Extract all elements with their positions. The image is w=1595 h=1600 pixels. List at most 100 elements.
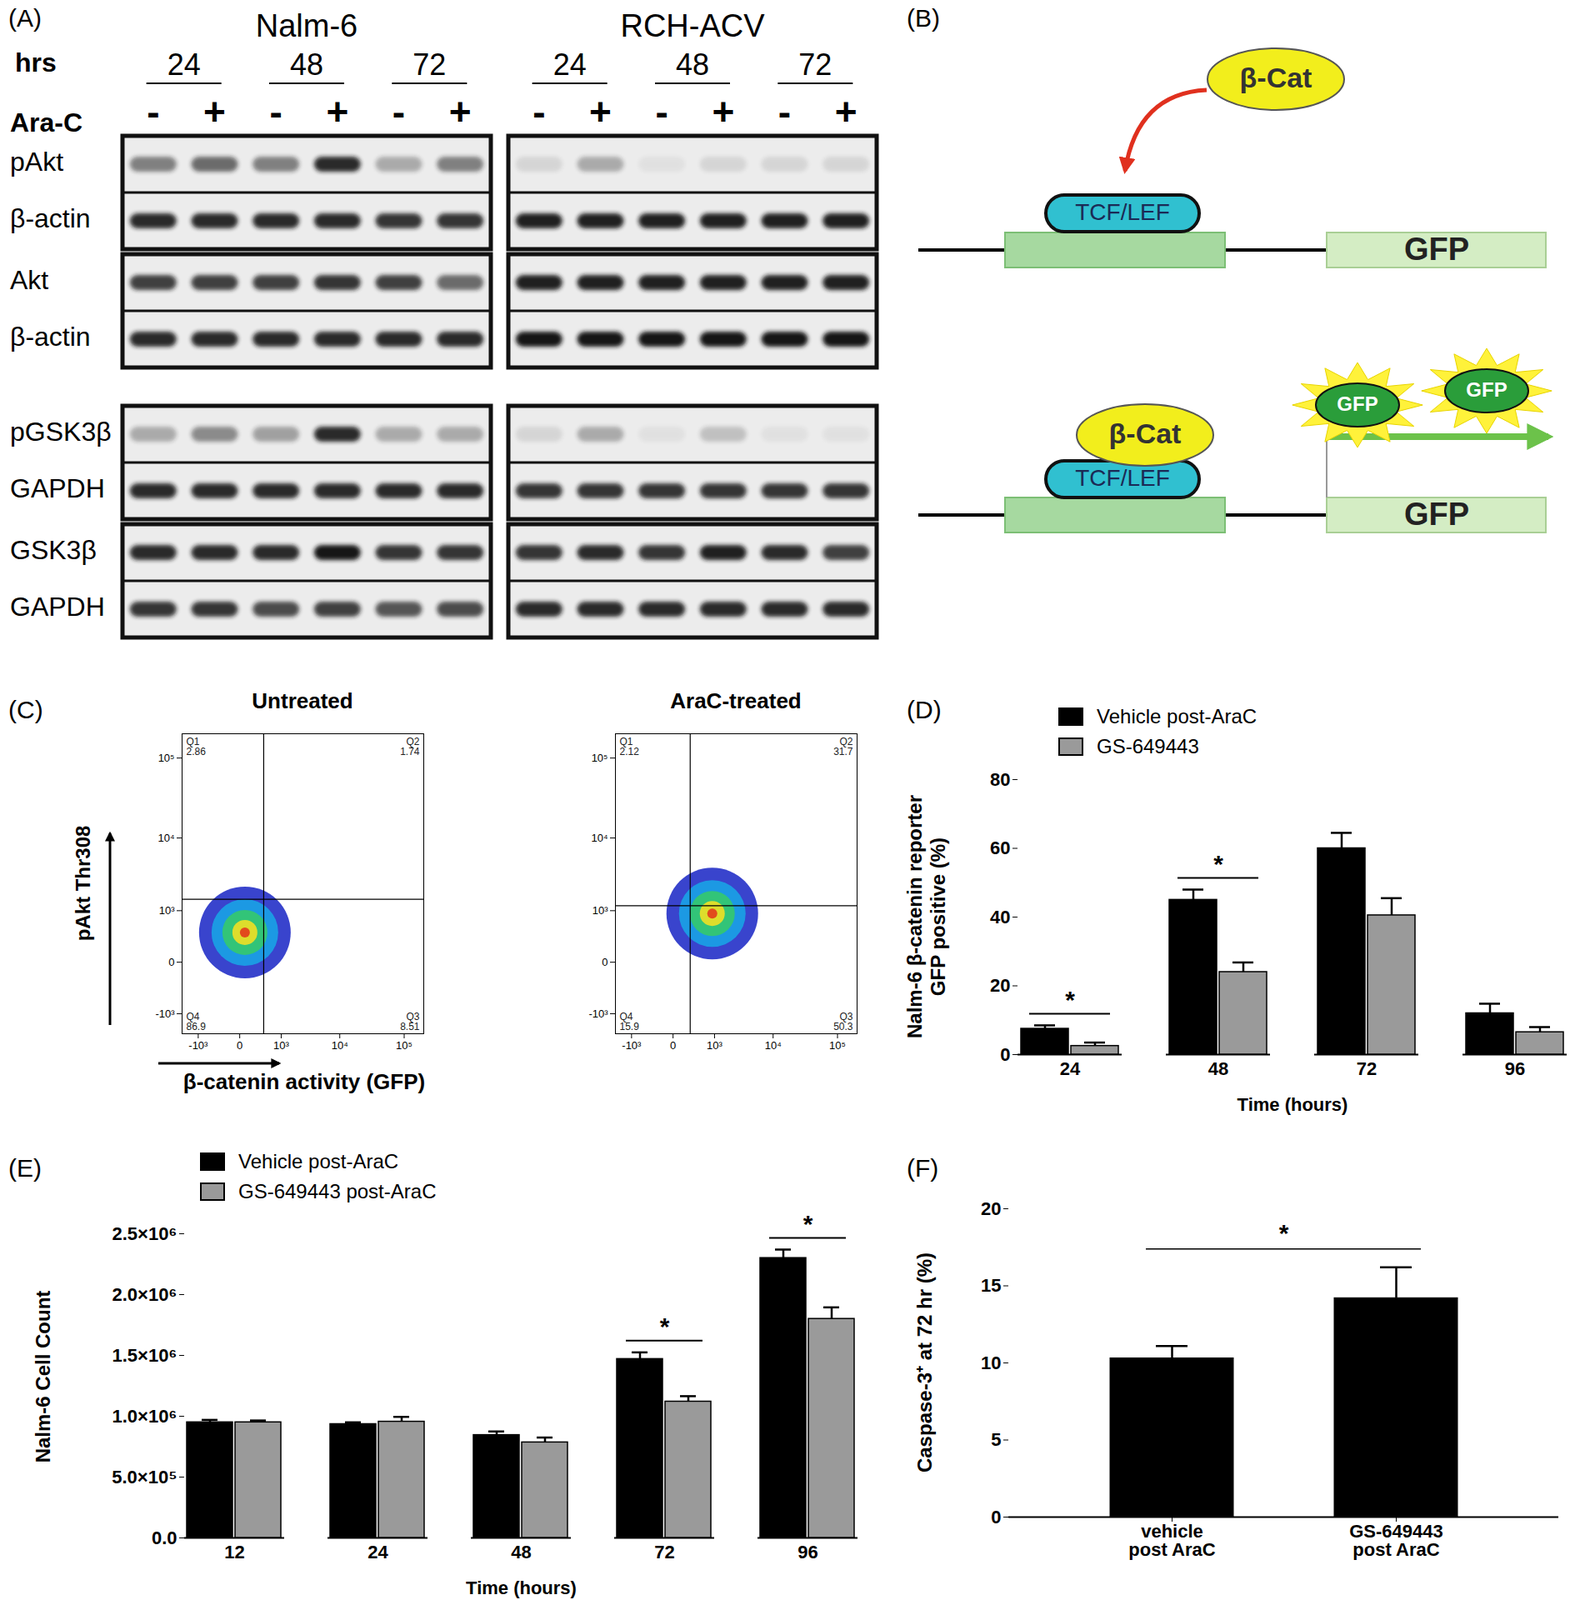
svg-text:+: + bbox=[203, 90, 226, 134]
svg-text:β-Cat: β-Cat bbox=[1109, 417, 1182, 450]
svg-text:0: 0 bbox=[601, 955, 608, 969]
svg-text:15: 15 bbox=[980, 1275, 1001, 1296]
svg-text:Time (hours): Time (hours) bbox=[1237, 1094, 1349, 1115]
svg-text:10⁴: 10⁴ bbox=[590, 831, 608, 845]
svg-text:2.5×10⁶: 2.5×10⁶ bbox=[111, 1223, 177, 1245]
svg-text:40: 40 bbox=[990, 906, 1010, 928]
svg-text:*: * bbox=[1213, 850, 1224, 878]
svg-text:48: 48 bbox=[1208, 1058, 1229, 1080]
svg-text:10⁴: 10⁴ bbox=[331, 1039, 349, 1052]
svg-text:β-Cat: β-Cat bbox=[1240, 61, 1313, 94]
svg-text:-: - bbox=[778, 90, 791, 134]
svg-text:72: 72 bbox=[654, 1541, 675, 1563]
svg-text:24: 24 bbox=[1060, 1058, 1081, 1080]
svg-text:0: 0 bbox=[1000, 1044, 1010, 1065]
svg-text:TCF/LEF: TCF/LEF bbox=[1075, 199, 1170, 225]
svg-text:GAPDH: GAPDH bbox=[10, 591, 105, 622]
svg-text:RCH-ACV: RCH-ACV bbox=[620, 8, 765, 44]
svg-text:-10³: -10³ bbox=[621, 1039, 642, 1052]
svg-text:-10³: -10³ bbox=[155, 1007, 175, 1020]
svg-text:Q486.9: Q486.9 bbox=[186, 1010, 207, 1033]
svg-text:5.0×10⁵: 5.0×10⁵ bbox=[111, 1466, 177, 1488]
svg-text:GS-649443post AraC: GS-649443post AraC bbox=[1349, 1520, 1444, 1560]
svg-text:β-actin: β-actin bbox=[10, 203, 91, 234]
svg-text:+: + bbox=[449, 90, 472, 134]
svg-text:96: 96 bbox=[797, 1541, 818, 1563]
svg-text:pAkt: pAkt bbox=[10, 146, 64, 177]
svg-text:+: + bbox=[711, 90, 735, 134]
svg-text:20: 20 bbox=[990, 975, 1010, 996]
svg-text:10⁵: 10⁵ bbox=[158, 751, 175, 765]
svg-text:GAPDH: GAPDH bbox=[10, 473, 105, 504]
svg-text:48: 48 bbox=[510, 1541, 531, 1563]
svg-text:48: 48 bbox=[290, 47, 324, 82]
svg-text:-: - bbox=[270, 90, 283, 134]
svg-text:β-actin: β-actin bbox=[10, 321, 91, 352]
svg-text:+: + bbox=[589, 90, 612, 134]
svg-text:12: 12 bbox=[224, 1541, 245, 1563]
svg-text:10⁵: 10⁵ bbox=[829, 1039, 846, 1052]
svg-text:10⁴: 10⁴ bbox=[157, 831, 175, 845]
svg-text:1.0×10⁶: 1.0×10⁶ bbox=[111, 1405, 177, 1427]
svg-text:+: + bbox=[835, 90, 858, 134]
svg-text:10³: 10³ bbox=[273, 1039, 290, 1052]
svg-text:-: - bbox=[392, 90, 405, 134]
svg-text:*: * bbox=[1279, 1219, 1290, 1247]
svg-text:24: 24 bbox=[167, 47, 201, 82]
svg-text:-: - bbox=[532, 90, 545, 134]
svg-text:Nalm-6: Nalm-6 bbox=[255, 8, 358, 44]
svg-text:GFP: GFP bbox=[1336, 392, 1378, 415]
svg-text:10³: 10³ bbox=[706, 1039, 723, 1052]
svg-text:+: + bbox=[325, 90, 349, 134]
svg-text:0: 0 bbox=[236, 1039, 243, 1052]
svg-text:72: 72 bbox=[1356, 1058, 1377, 1080]
svg-text:Q231.7: Q231.7 bbox=[833, 735, 854, 758]
svg-text:-: - bbox=[655, 90, 669, 134]
svg-text:10⁵: 10⁵ bbox=[591, 751, 609, 765]
svg-text:GFP: GFP bbox=[1404, 231, 1470, 267]
svg-text:10³: 10³ bbox=[592, 904, 609, 917]
svg-text:2.0×10⁶: 2.0×10⁶ bbox=[111, 1284, 177, 1305]
svg-text:0: 0 bbox=[168, 955, 175, 969]
svg-text:(B): (B) bbox=[906, 4, 940, 32]
svg-text:vehiclepost AraC: vehiclepost AraC bbox=[1128, 1520, 1215, 1560]
svg-text:Q12.12: Q12.12 bbox=[620, 735, 640, 758]
svg-text:GFP: GFP bbox=[1465, 378, 1507, 401]
svg-text:Q38.51: Q38.51 bbox=[400, 1010, 420, 1033]
svg-text:hrs: hrs bbox=[15, 47, 57, 78]
svg-text:60: 60 bbox=[990, 837, 1010, 859]
svg-text:24: 24 bbox=[367, 1541, 389, 1563]
svg-text:Q12.86: Q12.86 bbox=[186, 735, 207, 758]
svg-text:1.5×10⁶: 1.5×10⁶ bbox=[111, 1345, 177, 1366]
svg-text:10³: 10³ bbox=[159, 904, 175, 917]
svg-text:pGSK3β: pGSK3β bbox=[10, 416, 112, 447]
svg-text:Q350.3: Q350.3 bbox=[833, 1010, 854, 1033]
svg-text:Q21.74: Q21.74 bbox=[400, 735, 420, 758]
svg-text:(A): (A) bbox=[8, 4, 42, 32]
svg-text:10⁴: 10⁴ bbox=[765, 1039, 782, 1052]
svg-text:*: * bbox=[660, 1312, 670, 1340]
svg-text:*: * bbox=[1065, 985, 1075, 1014]
svg-text:96: 96 bbox=[1505, 1058, 1525, 1080]
svg-text:-10³: -10³ bbox=[188, 1039, 209, 1052]
svg-text:10⁵: 10⁵ bbox=[395, 1039, 413, 1052]
svg-text:24: 24 bbox=[553, 47, 587, 82]
svg-text:Q415.9: Q415.9 bbox=[620, 1010, 640, 1033]
svg-text:72: 72 bbox=[798, 47, 832, 82]
svg-text:GFP: GFP bbox=[1404, 496, 1470, 532]
svg-text:72: 72 bbox=[412, 47, 446, 82]
svg-text:0: 0 bbox=[990, 1506, 1001, 1528]
svg-text:20: 20 bbox=[980, 1198, 1001, 1220]
svg-text:Akt: Akt bbox=[10, 265, 49, 295]
svg-text:80: 80 bbox=[990, 769, 1010, 790]
svg-text:5: 5 bbox=[990, 1429, 1001, 1450]
svg-text:GSK3β: GSK3β bbox=[10, 535, 97, 565]
svg-text:48: 48 bbox=[675, 47, 710, 82]
svg-text:TCF/LEF: TCF/LEF bbox=[1075, 465, 1170, 491]
svg-text:-: - bbox=[146, 90, 160, 134]
svg-text:-10³: -10³ bbox=[588, 1007, 609, 1020]
svg-text:Ara-C: Ara-C bbox=[10, 107, 83, 138]
svg-text:*: * bbox=[803, 1210, 814, 1238]
svg-text:10: 10 bbox=[980, 1352, 1001, 1374]
svg-text:0.0: 0.0 bbox=[151, 1527, 178, 1549]
